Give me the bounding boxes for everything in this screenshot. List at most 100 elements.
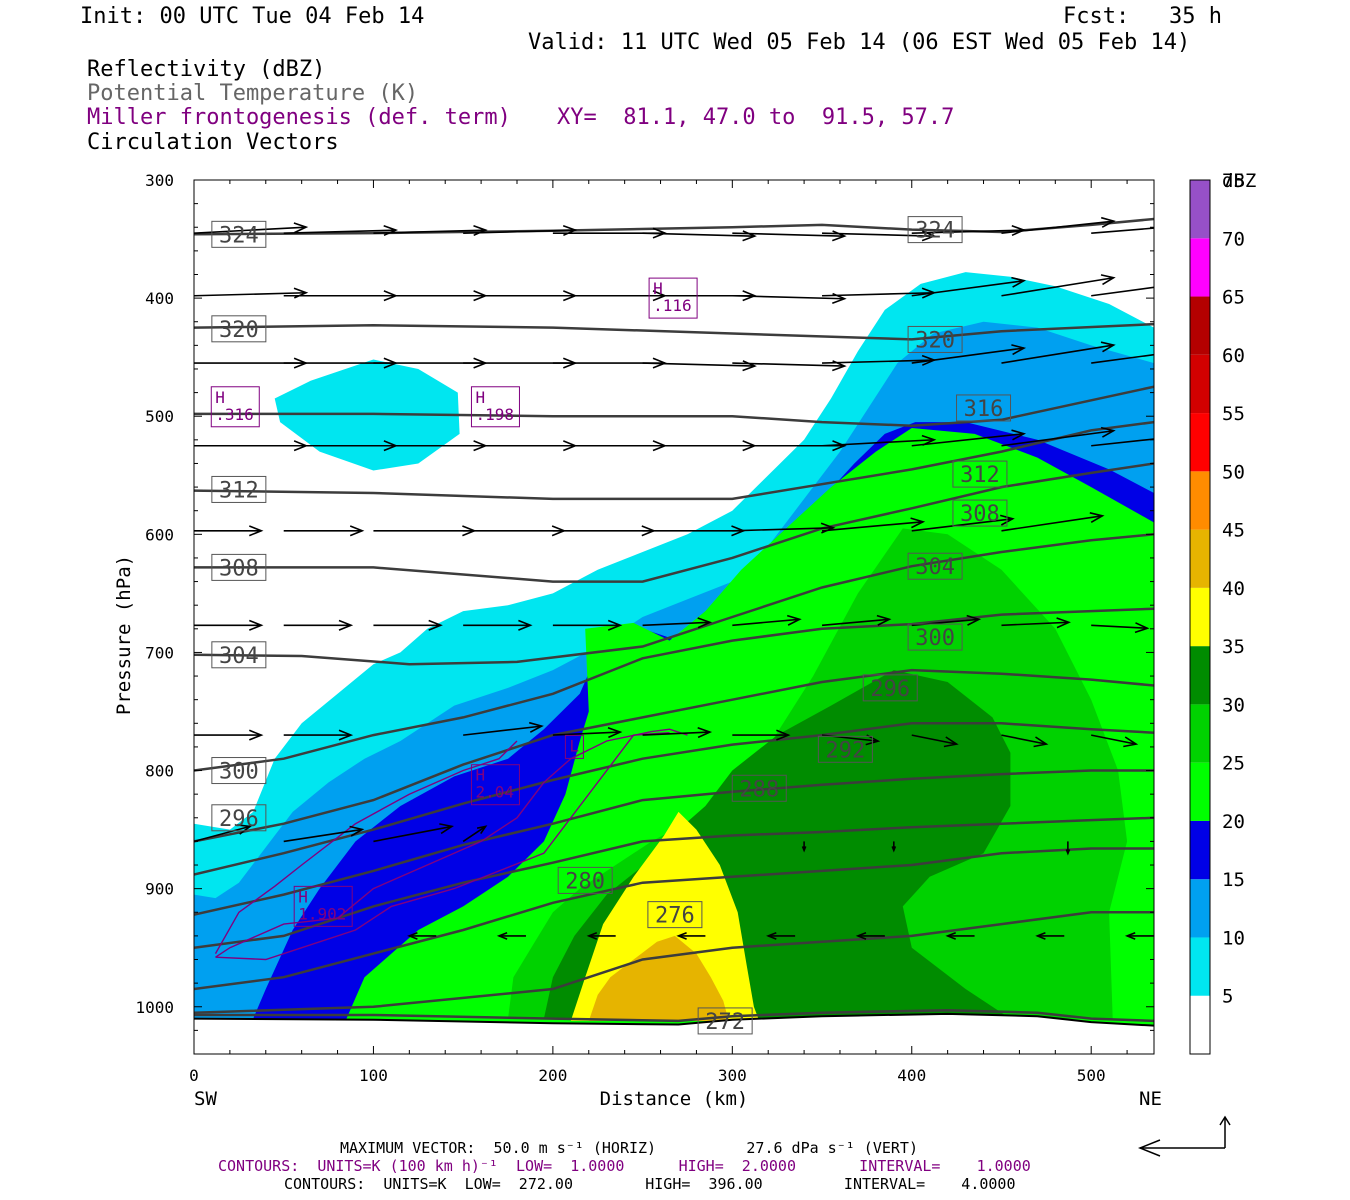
circulation-vector [496,931,526,940]
colorbar-segment [1190,471,1210,530]
circulation-vector [642,360,757,372]
circulation-vector [911,514,1015,532]
frontogenesis-contour-1 [214,740,518,954]
colorbar-segment [1190,529,1210,588]
y-tick-label: 600 [145,525,174,544]
x-tick-label: 500 [1077,1066,1106,1085]
max-vector-note: MAXIMUM VECTOR: 50.0 m s⁻¹ (HORIZ) 27.6 … [340,1139,918,1157]
theta-label-324: 324 [211,220,267,248]
theta-label-324: 324 [907,216,963,244]
circulation-vector [911,276,1027,297]
colorbar-frame [1189,179,1211,1055]
x-tick-label: 400 [897,1066,926,1085]
svg-text:276: 276 [655,904,695,929]
theta-contour-292 [194,722,1154,876]
colorbar-segment [1190,879,1210,938]
circulation-vector [373,823,454,843]
circulation-vector [1001,512,1105,532]
circulation-vector [732,614,802,627]
theta-contour-308 [194,462,1154,583]
circulation-vector [642,230,757,242]
colorbar-segment [1190,820,1210,880]
circulation-vector [821,614,892,627]
colorbar-segment [1190,180,1210,239]
colorbar-segment [1190,296,1210,355]
theta-label-316: 316 [956,394,1012,422]
circulation-vector [283,525,365,537]
theta-contour-296 [194,668,1154,843]
circulation-vector [407,931,437,940]
circulation-vector [1091,286,1154,297]
colorbar-segment [1190,413,1210,472]
field-reflectivity: Reflectivity (dBZ) [87,57,326,82]
y-tick-label: 400 [145,289,174,308]
circulation-vector [1001,216,1116,234]
theta-contour-320 [194,322,1154,341]
colorbar-segment [1190,704,1210,763]
y-axis-label: Pressure (hPa) [113,555,135,715]
circulation-vector [586,931,616,940]
svg-text:272: 272 [705,1010,745,1035]
svg-text:308: 308 [219,556,259,581]
circulation-vector [463,619,533,631]
circulation-vector [283,825,365,843]
svg-text:.316: .316 [215,405,254,424]
theta-label-300: 300 [211,757,267,785]
circulation-vector [642,617,713,629]
colorbar-segment [1190,587,1210,647]
theta-label-308: 308 [211,553,267,581]
colorbar-label: 15 [1222,869,1245,891]
circulation-vector [945,931,975,940]
svg-text:H: H [653,279,663,298]
svg-text:292: 292 [825,738,865,763]
colorbar-segment [1190,937,1210,996]
circulation-vector [1091,734,1139,748]
circulation-vector [1091,227,1154,234]
circulation-vector [552,727,623,739]
terrain-mask [194,1013,1154,1054]
svg-text:280: 280 [565,869,605,894]
y-tick-label: 800 [145,762,174,781]
theta-label-280: 280 [557,866,613,894]
y-tick-label: 700 [145,643,174,662]
theta-label-292: 292 [817,735,873,763]
forecast-hour: Fcst: 35 h [1063,4,1222,29]
init-time: Init: 00 UTC Tue 04 Feb 14 [80,4,425,29]
y-tick-label: 500 [145,407,174,426]
circulation-vector [373,525,477,537]
theta-label-288: 288 [731,774,787,802]
circulation-vector [1091,353,1154,364]
circulation-vector [642,727,713,739]
svg-text:316: 316 [964,397,1004,422]
theta-contour-272 [194,1009,1154,1023]
theta-contour-276 [194,911,1154,1014]
circulation-vector [373,224,488,237]
circulation-vector [1065,841,1071,856]
svg-text:300: 300 [219,760,259,785]
plot-frame [193,179,1155,1055]
circulation-vector [891,841,897,853]
svg-text:304: 304 [219,644,259,669]
colorbar-segment [1190,762,1210,821]
frontogenesis-contour-3 [215,732,670,961]
circulation-vector [821,434,937,447]
theta-contour-note: CONTOURS: UNITS=K LOW= 272.00 HIGH= 396.… [284,1175,1016,1193]
x-end-label-sw: SW [194,1088,217,1110]
circulation-vector [1091,622,1150,634]
circulation-vector [801,841,807,853]
colorbar-segment [1190,646,1210,705]
y-tick-label: 1000 [135,998,174,1017]
x-tick-label: 0 [189,1066,199,1085]
theta-contour-300 [194,607,1154,772]
svg-text:H: H [215,388,225,407]
circulation-vector [283,619,354,631]
svg-text:1.902: 1.902 [298,904,346,923]
colorbar-segment [1190,238,1210,297]
circulation-vector [463,721,544,736]
field-theta: Potential Temperature (K) [87,81,419,106]
circulation-vector [1035,931,1065,940]
colorbar-label: 20 [1222,811,1245,833]
theta-label-320: 320 [907,325,963,353]
frontogenesis-label: H1.902 [293,885,353,927]
cross-section-endpoints: XY= 81.1, 47.0 to 91.5, 57.7 [557,105,955,130]
